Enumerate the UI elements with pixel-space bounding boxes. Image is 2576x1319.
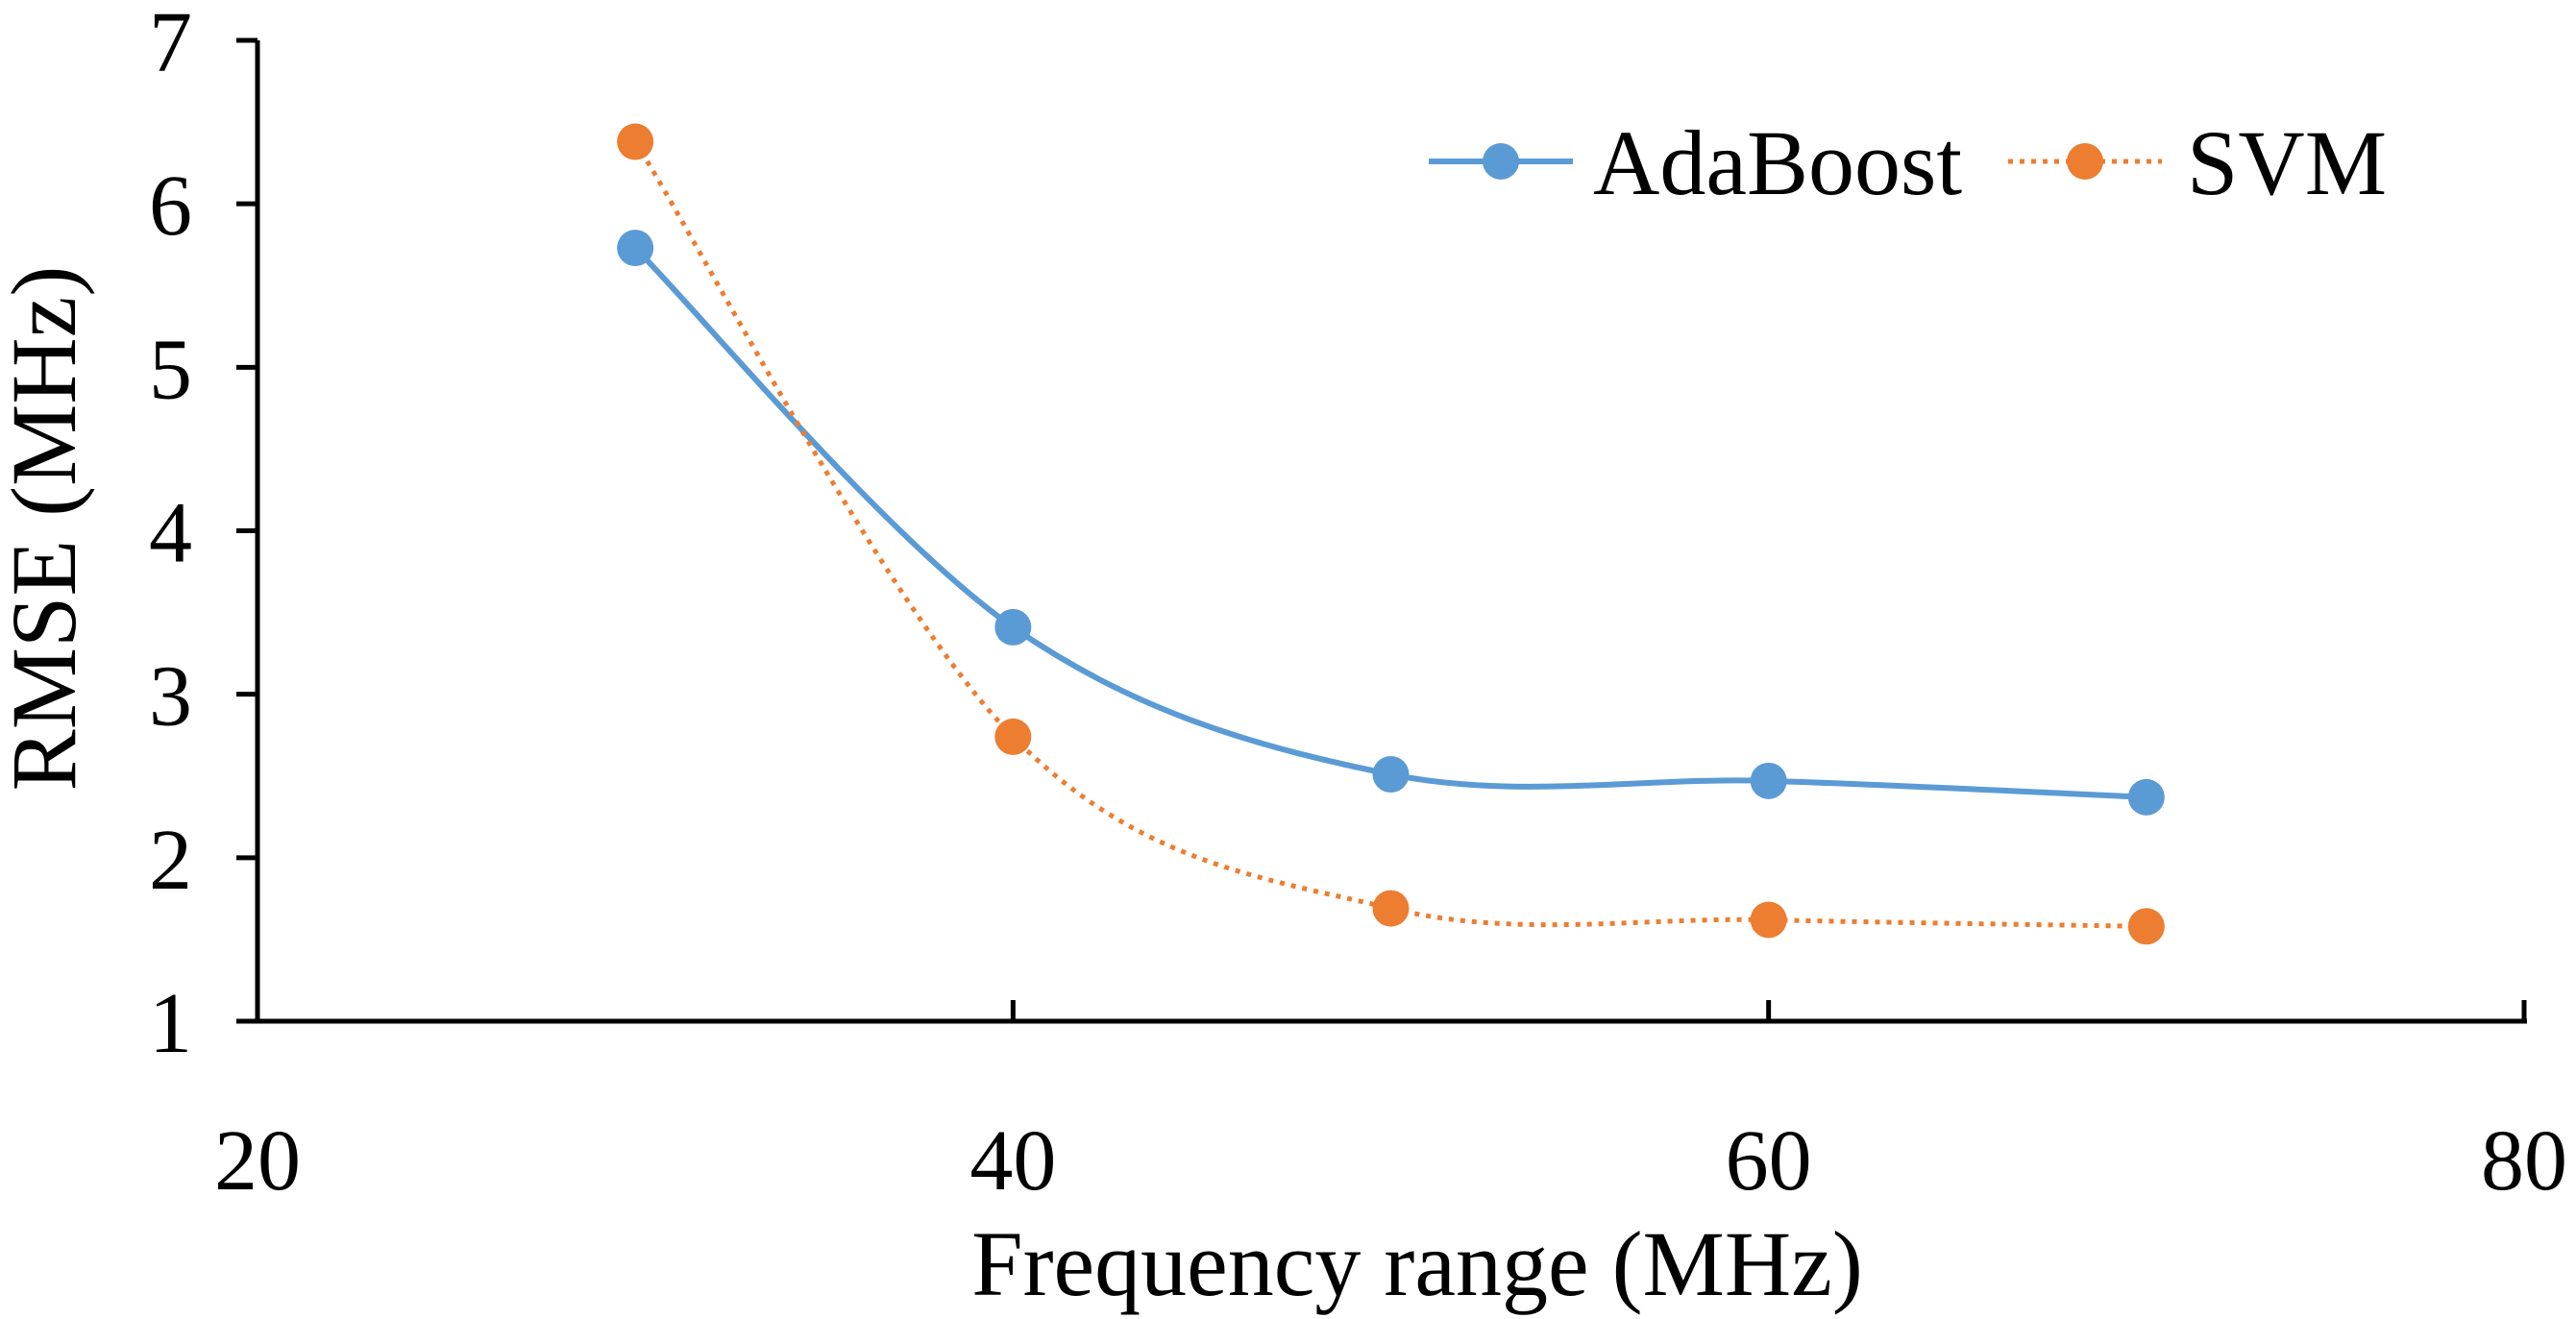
y-tick-label: 4 (149, 486, 192, 581)
data-point-svm (617, 123, 654, 160)
x-tick-label: 20 (214, 1113, 301, 1209)
data-point-adaboost (994, 608, 1032, 646)
data-point-svm (1750, 901, 1787, 939)
legend-marker-svm (2067, 143, 2103, 180)
legend-label-adaboost: AdaBoost (1593, 111, 1962, 214)
y-tick-label: 1 (149, 976, 192, 1071)
legend: AdaBoost SVM (1429, 111, 2387, 214)
legend-marker-adaboost (1483, 143, 1519, 180)
series-adaboost (617, 230, 2165, 816)
y-tick-label: 6 (149, 159, 192, 254)
series-line-svm (633, 140, 2147, 929)
x-tick-label: 80 (2481, 1113, 2567, 1209)
data-point-svm (994, 718, 1032, 755)
x-axis-title: Frequency range (MHz) (971, 1212, 1863, 1315)
y-axis-title: RMSE (MHz) (0, 266, 95, 792)
x-tick-labels: 20 40 60 80 (214, 1113, 2567, 1209)
x-tick-label: 40 (969, 1113, 1056, 1209)
y-tick-label: 2 (149, 813, 192, 908)
data-point-svm (2127, 908, 2165, 945)
data-point-adaboost (1372, 756, 1410, 794)
legend-label-svm: SVM (2187, 111, 2387, 214)
data-point-adaboost (2127, 778, 2165, 816)
y-tick-labels: 1 2 3 4 5 6 7 (149, 0, 192, 1071)
legend-item-adaboost: AdaBoost (1429, 111, 1962, 214)
y-tick-label: 5 (149, 322, 192, 417)
data-point-adaboost (617, 230, 654, 267)
x-tick-label: 60 (1726, 1113, 1812, 1209)
legend-item-svm: SVM (2008, 111, 2387, 214)
y-tick-label: 7 (149, 0, 192, 90)
series-line-adaboost (633, 245, 2147, 800)
series-svm (617, 123, 2165, 945)
series-layer (617, 123, 2165, 945)
axes (236, 37, 2527, 1024)
data-point-adaboost (1750, 762, 1787, 799)
y-tick-label: 3 (149, 649, 192, 745)
data-point-svm (1372, 890, 1410, 927)
